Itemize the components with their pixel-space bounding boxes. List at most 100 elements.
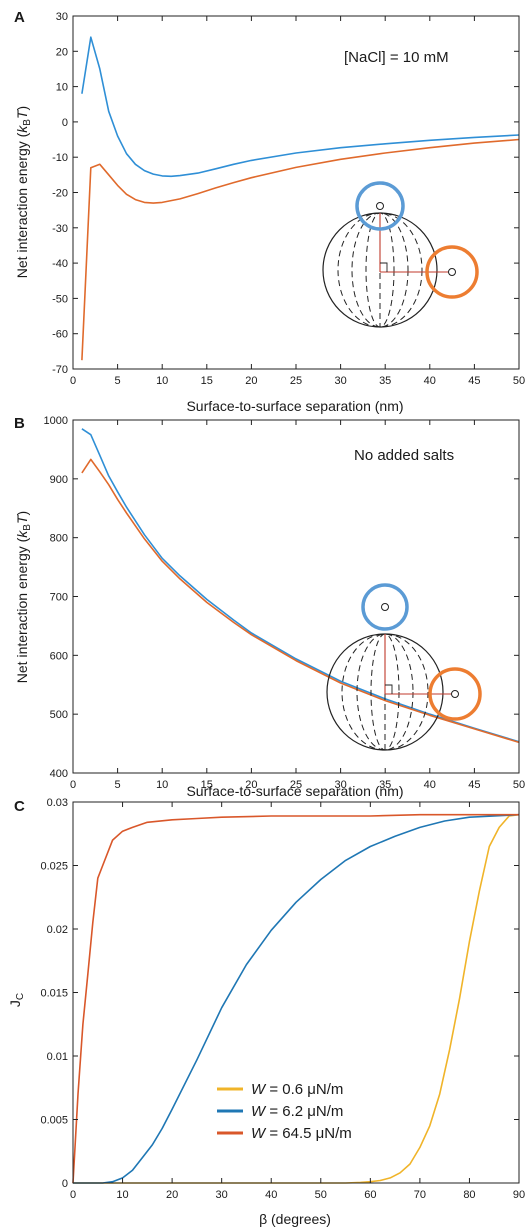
y-axis-label-c: JC bbox=[7, 993, 26, 1007]
x-tick-label-b: 5 bbox=[115, 779, 121, 791]
right-angle-mark bbox=[385, 684, 393, 694]
plot-a: 0 5 10 15 20 25 30 35 40 45 50 -70 -60 -50 -40 -30 -20 -1… bbox=[52, 11, 525, 387]
x-tick-label-c: 10 bbox=[116, 1189, 128, 1201]
axes-frame-a bbox=[72, 15, 520, 370]
panel-a: A 0 5 10 15 20 25 30 35 40 45 50 -70 -60 -50 -40 -30 -20… bbox=[14, 9, 525, 414]
small-sphere-top-center bbox=[381, 603, 389, 611]
x-tick-label-a: 35 bbox=[379, 375, 391, 387]
series-line-b-1 bbox=[81, 428, 520, 743]
x-tick-label-b: 0 bbox=[70, 779, 76, 791]
series-line-c-3 bbox=[72, 813, 519, 1184]
y-tick-label-c: 0.015 bbox=[40, 988, 68, 1000]
y-axis-label-a: Net interaction energy (kBT) bbox=[14, 106, 33, 278]
x-tick-label-c: 80 bbox=[463, 1189, 475, 1201]
y-tick-label-c: 0.025 bbox=[40, 861, 68, 873]
panel-letter-a: A bbox=[14, 9, 25, 26]
y-tick-label-b: 400 bbox=[50, 768, 68, 780]
x-tick-label-b: 50 bbox=[513, 779, 525, 791]
small-sphere-side bbox=[425, 245, 479, 299]
x-tick-label-c: 0 bbox=[70, 1189, 76, 1201]
annotation-b: No added salts bbox=[354, 447, 454, 464]
small-sphere-top bbox=[355, 181, 405, 231]
x-tick-label-a: 15 bbox=[201, 375, 213, 387]
y-tick-label-a: -60 bbox=[52, 329, 68, 341]
y-tick-label-b: 700 bbox=[50, 592, 68, 604]
y-tick-label-b: 1000 bbox=[44, 415, 68, 427]
x-tick-label-b: 40 bbox=[424, 779, 436, 791]
x-tick-label-a: 30 bbox=[334, 375, 346, 387]
y-tick-label-a: -20 bbox=[52, 188, 68, 200]
sphere-diagram-a bbox=[322, 181, 479, 328]
y-tick-label-a: -50 bbox=[52, 293, 68, 305]
x-tick-label-b: 15 bbox=[201, 779, 213, 791]
x-tick-label-b: 30 bbox=[334, 779, 346, 791]
y-tick-label-a: 10 bbox=[56, 82, 68, 94]
small-sphere-side-center bbox=[448, 268, 456, 276]
x-axis-label-c: β (degrees) bbox=[259, 1211, 331, 1227]
y-tick-label-a: -40 bbox=[52, 258, 68, 270]
panel-letter-b: B bbox=[14, 415, 25, 432]
annotation-a: [NaCl] = 10 mM bbox=[344, 49, 449, 66]
x-tick-label-a: 45 bbox=[468, 375, 480, 387]
series-line-b-2 bbox=[81, 458, 520, 744]
y-tick-label-a: 30 bbox=[56, 11, 68, 23]
x-tick-label-b: 10 bbox=[156, 779, 168, 791]
x-tick-label-a: 25 bbox=[290, 375, 302, 387]
plot-c: 0 10 20 30 40 50 60 70 80 90 0 0.005 0.01 0.015 0.02 0.… bbox=[40, 797, 525, 1201]
x-tick-label-c: 60 bbox=[364, 1189, 376, 1201]
y-tick-label-b: 800 bbox=[50, 533, 68, 545]
x-axis-label-a: Surface-to-surface separation (nm) bbox=[186, 398, 403, 414]
y-tick-label-b: 900 bbox=[50, 474, 68, 486]
x-tick-label-c: 30 bbox=[216, 1189, 228, 1201]
y-tick-label-a: -30 bbox=[52, 223, 68, 235]
y-tick-label-c: 0 bbox=[62, 1178, 68, 1190]
series-line-a-2 bbox=[81, 138, 520, 361]
small-sphere-side-center bbox=[451, 690, 459, 698]
meridian-line bbox=[356, 633, 414, 751]
x-tick-label-c: 70 bbox=[414, 1189, 426, 1201]
sphere-diagram-b bbox=[326, 583, 482, 751]
panel-letter-c: C bbox=[14, 798, 25, 815]
small-sphere-top bbox=[361, 583, 409, 631]
right-angle-mark bbox=[380, 262, 388, 272]
series-line-c-2 bbox=[73, 813, 520, 1184]
x-tick-label-a: 5 bbox=[115, 375, 121, 387]
y-tick-label-a: 0 bbox=[62, 117, 68, 129]
x-tick-label-a: 0 bbox=[70, 375, 76, 387]
x-axis-label-b: Surface-to-surface separation (nm) bbox=[186, 783, 403, 799]
panel-c: C 0 10 20 30 40 50 60 70 80 90 0 0.005 0.01 0.015 0.02… bbox=[7, 797, 525, 1227]
y-tick-label-c: 0.02 bbox=[47, 924, 68, 936]
x-tick-label-b: 25 bbox=[290, 779, 302, 791]
y-tick-label-b: 500 bbox=[50, 709, 68, 721]
series-line-a-1 bbox=[81, 36, 520, 178]
x-tick-label-c: 20 bbox=[166, 1189, 178, 1201]
y-axis-label-b: Net interaction energy (kBT) bbox=[14, 511, 33, 683]
y-tick-label-c: 0.005 bbox=[40, 1115, 68, 1127]
panel-b: B 0 5 10 15 20 25 30 35 40 45 50 400 500 600 700 800 900… bbox=[14, 415, 525, 799]
x-tick-label-a: 20 bbox=[245, 375, 257, 387]
legend-label-3: W = 64.5 μN/m bbox=[251, 1125, 352, 1142]
y-tick-label-a: -10 bbox=[52, 152, 68, 164]
x-tick-label-c: 90 bbox=[513, 1189, 525, 1201]
x-tick-label-c: 50 bbox=[315, 1189, 327, 1201]
x-tick-label-b: 20 bbox=[245, 779, 257, 791]
x-tick-label-a: 10 bbox=[156, 375, 168, 387]
y-tick-label-a: -70 bbox=[52, 364, 68, 376]
y-tick-label-c: 0.03 bbox=[47, 797, 68, 809]
plot-b: 0 5 10 15 20 25 30 35 40 45 50 400 500 600 700 800 900 10… bbox=[44, 415, 526, 791]
small-sphere-top-center bbox=[376, 202, 384, 210]
x-tick-label-a: 50 bbox=[513, 375, 525, 387]
x-tick-label-a: 40 bbox=[424, 375, 436, 387]
legend-label-2: W = 6.2 μN/m bbox=[251, 1103, 343, 1120]
x-tick-label-b: 45 bbox=[468, 779, 480, 791]
meridian-line bbox=[341, 633, 429, 751]
y-tick-label-a: 20 bbox=[56, 46, 68, 58]
x-tick-label-c: 40 bbox=[265, 1189, 277, 1201]
small-sphere-side bbox=[428, 667, 482, 721]
y-tick-label-c: 0.01 bbox=[47, 1051, 68, 1063]
y-tick-label-b: 600 bbox=[50, 650, 68, 662]
legend-c: W = 0.6 μN/m W = 6.2 μN/m W = 64.5 μN/m bbox=[217, 1081, 352, 1142]
legend-label-1: W = 0.6 μN/m bbox=[251, 1081, 343, 1098]
x-tick-label-b: 35 bbox=[379, 779, 391, 791]
